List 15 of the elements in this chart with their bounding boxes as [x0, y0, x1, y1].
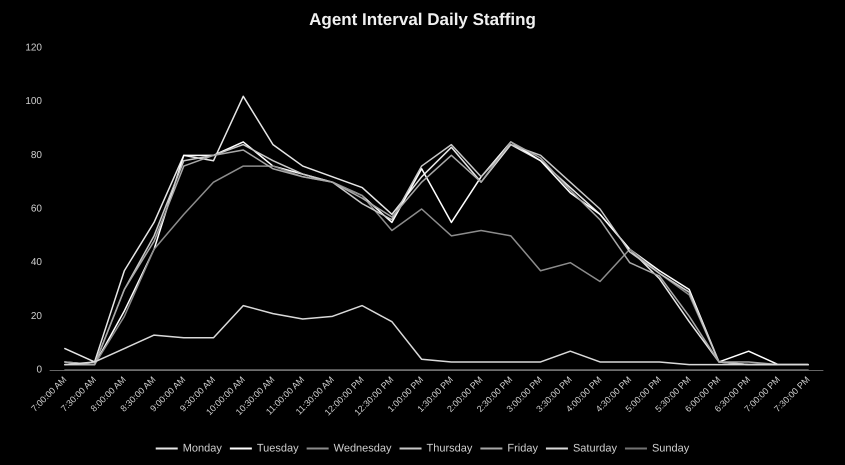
- chart-title: Agent Interval Daily Staffing: [309, 10, 536, 29]
- legend-label: Thursday: [426, 442, 473, 454]
- y-tick-label: 100: [25, 96, 42, 108]
- y-tick-label: 20: [30, 310, 42, 322]
- legend-label: Sunday: [652, 442, 690, 454]
- y-tick-label: 120: [25, 42, 42, 54]
- legend-label: Wednesday: [334, 442, 392, 454]
- legend-label: Monday: [182, 442, 222, 454]
- y-tick-label: 0: [36, 364, 42, 376]
- legend-label: Tuesday: [256, 442, 300, 454]
- y-tick-label: 40: [30, 257, 42, 268]
- legend-label: Friday: [507, 442, 538, 454]
- legend-label: Saturday: [572, 442, 618, 454]
- y-tick-label: 80: [30, 150, 42, 161]
- y-tick-label: 60: [30, 204, 42, 214]
